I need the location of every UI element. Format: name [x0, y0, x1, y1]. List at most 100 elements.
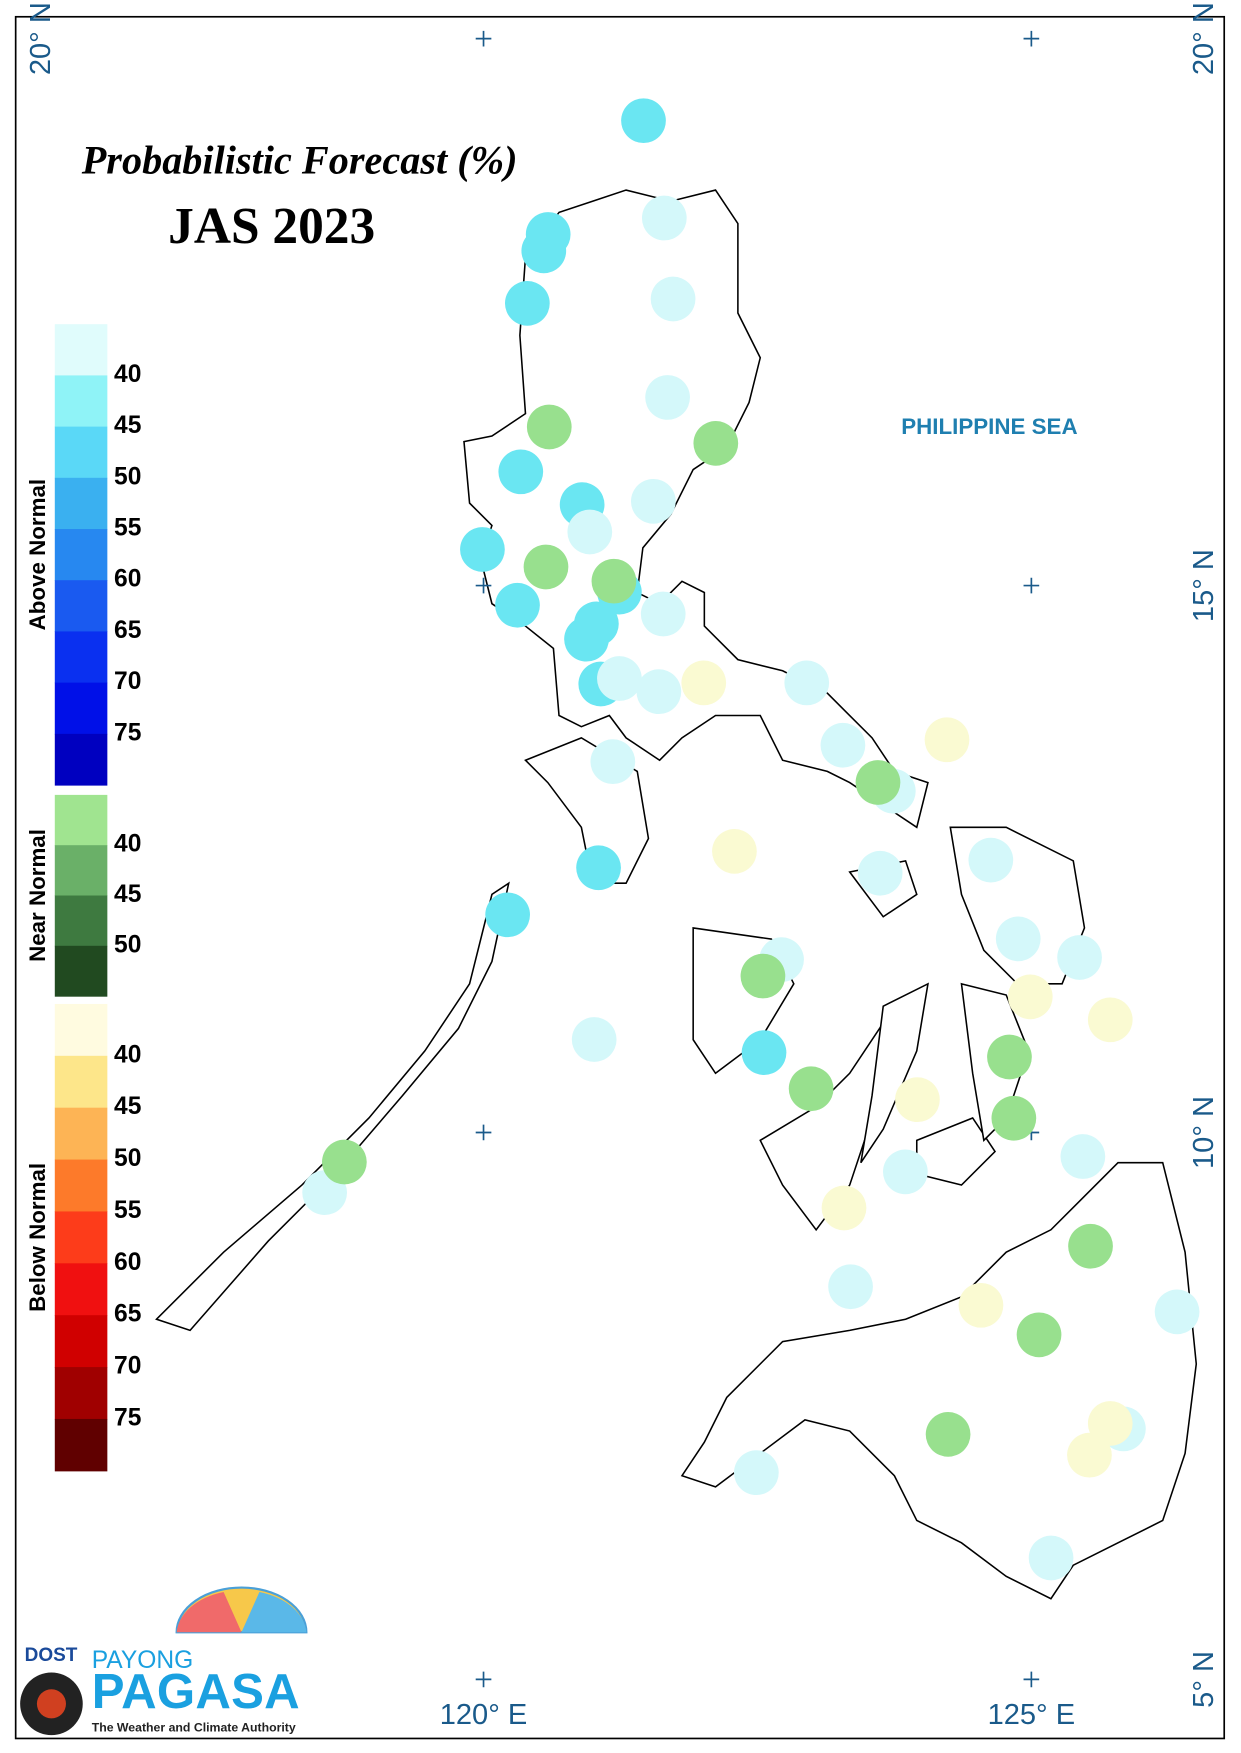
legend-label: 55 [114, 1197, 141, 1224]
station [640, 591, 686, 637]
station [571, 1017, 617, 1062]
station [733, 1450, 779, 1496]
station [576, 845, 621, 891]
station [740, 953, 786, 999]
legend-swatch [54, 1159, 108, 1213]
station [828, 1264, 873, 1310]
legend-label: 50 [114, 931, 141, 958]
station [1087, 1401, 1133, 1446]
legend-swatch [54, 580, 108, 632]
legend-swatch [54, 682, 108, 735]
legend-swatch [54, 1263, 108, 1316]
lat-tick-label: 15° N [1188, 549, 1220, 622]
station [521, 228, 567, 274]
graticule-cross [1023, 1671, 1040, 1688]
station [883, 1149, 928, 1195]
station [636, 669, 682, 715]
station [821, 1185, 867, 1231]
graticule-cross [475, 1124, 492, 1141]
legend-swatch [54, 1367, 108, 1420]
legend-swatch [54, 1211, 108, 1264]
legend-swatch [54, 794, 108, 846]
station [991, 1095, 1037, 1141]
station [597, 656, 642, 701]
station [495, 582, 540, 628]
legend-label: 40 [114, 1041, 141, 1068]
legend-swatch [54, 895, 108, 947]
legend-swatch [54, 324, 108, 376]
station [712, 829, 757, 874]
logo-seal-center [36, 1689, 66, 1719]
legend-swatch [54, 529, 108, 581]
station [1067, 1432, 1112, 1478]
legend-label: 60 [114, 1249, 141, 1276]
legend-label: 45 [114, 881, 141, 908]
station [995, 916, 1041, 962]
station [820, 722, 866, 768]
logo-tagline: The Weather and Climate Authority [92, 1721, 296, 1735]
cebu [860, 982, 929, 1164]
station [590, 739, 636, 785]
legend-label: 70 [114, 668, 141, 695]
legend-swatch [54, 631, 108, 684]
lat-tick-label: 10° N [1188, 1096, 1220, 1169]
station [857, 850, 903, 896]
station [504, 280, 550, 326]
station [741, 1030, 787, 1075]
graticule-cross [475, 30, 492, 47]
station [788, 1066, 834, 1112]
legend-swatch [54, 1107, 108, 1161]
station [693, 421, 739, 466]
station [855, 760, 901, 805]
legend-label: 70 [114, 1353, 141, 1380]
station [924, 717, 970, 763]
legend-label: 65 [114, 617, 141, 644]
legend-label: 45 [114, 1093, 141, 1120]
legend-swatch [54, 375, 108, 428]
legend-swatch [54, 945, 108, 997]
legend-label: 50 [114, 463, 141, 490]
station [1068, 1223, 1113, 1269]
map-title: Probabilistic Forecast (%) [81, 138, 518, 183]
station [485, 892, 530, 938]
station [645, 375, 690, 420]
station [958, 1282, 1004, 1328]
logo-brand-top: PAYONG [92, 1647, 194, 1674]
legend-group-label: Above Normal [25, 479, 50, 630]
station [460, 527, 505, 572]
legend-swatch [54, 1003, 108, 1057]
legend-group-label: Below Normal [25, 1163, 50, 1312]
station [1057, 935, 1102, 980]
legend-label: 40 [114, 831, 141, 858]
station [1007, 974, 1053, 1020]
legend-swatch [54, 845, 108, 897]
station [523, 544, 569, 590]
legend-swatch [54, 1418, 108, 1472]
station [1028, 1535, 1074, 1581]
map-subtitle: JAS 2023 [168, 198, 375, 255]
station [564, 616, 609, 662]
graticule-cross [475, 1671, 492, 1688]
legend-label: 65 [114, 1301, 141, 1328]
station [987, 1034, 1032, 1080]
station [1154, 1289, 1200, 1335]
legend-label: 50 [114, 1145, 141, 1172]
station [681, 660, 727, 706]
station [968, 837, 1014, 883]
logo: DOST PAYONG PAGASA The Weather and Clima… [20, 1586, 308, 1736]
legend-swatch [54, 477, 108, 530]
station [591, 558, 637, 604]
station [641, 195, 687, 241]
station [621, 98, 666, 144]
legend-label: 55 [114, 515, 141, 542]
legend-label: 45 [114, 412, 141, 439]
station [630, 478, 676, 524]
station [1016, 1312, 1062, 1358]
station [784, 660, 830, 706]
logo-umbrella-panel [241, 1592, 307, 1633]
lat-tick-label: 20° N [25, 2, 57, 75]
legend-swatch [54, 733, 108, 786]
logo-umbrella-panel [176, 1592, 242, 1633]
